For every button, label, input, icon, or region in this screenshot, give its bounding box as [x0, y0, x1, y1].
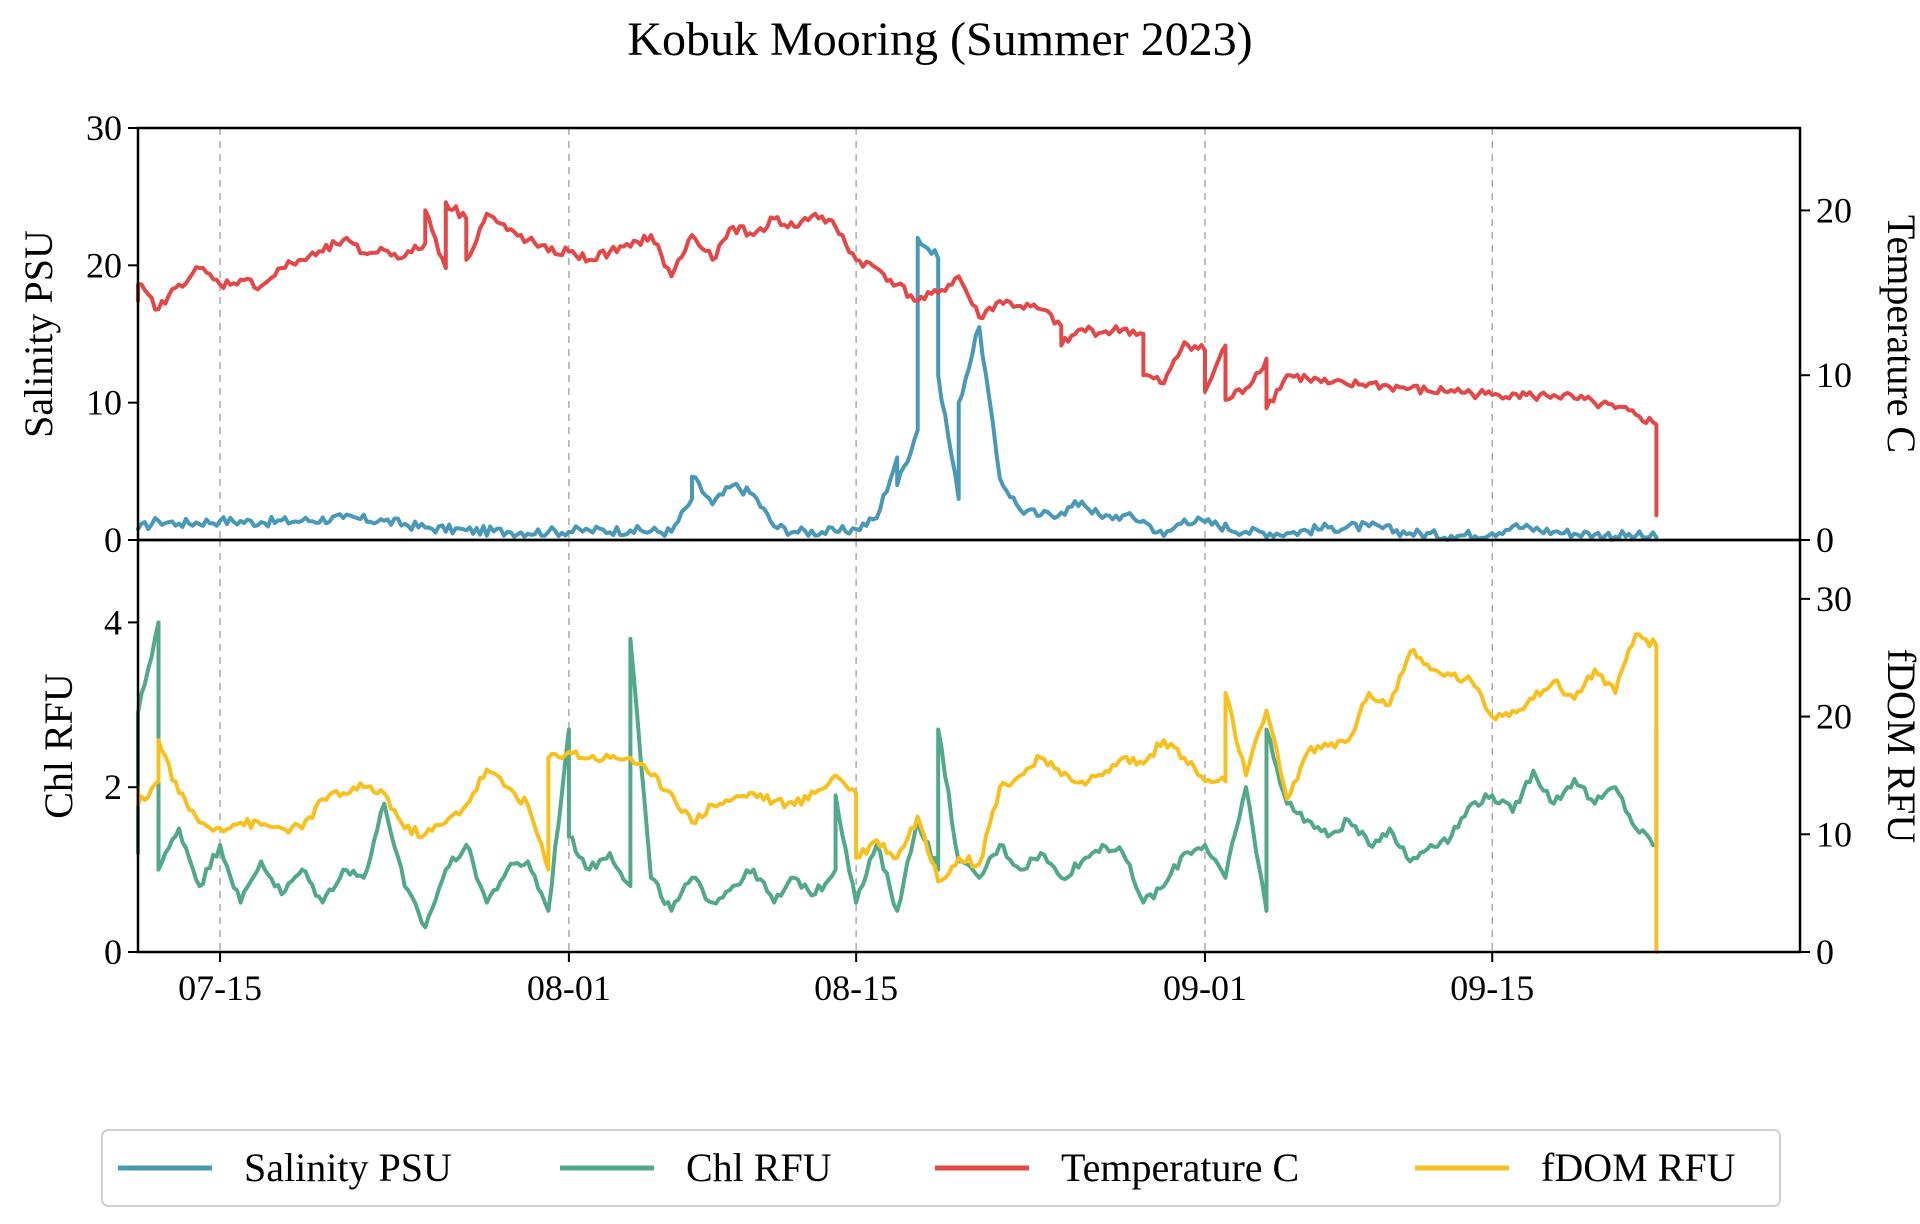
top-right-tick-label-0: 0: [1816, 520, 1834, 560]
chart-title: Kobuk Mooring (Summer 2023): [627, 13, 1252, 66]
top-left-tick-label-0: 0: [104, 520, 122, 560]
legend: Salinity PSU Chl RFU Temperature C fDOM RFU: [101, 1129, 1781, 1207]
top-right-tick-label-20: 20: [1816, 190, 1852, 230]
bottom-right-tick-label-30: 30: [1816, 579, 1852, 619]
legend-label-chl-rfu: Chl RFU: [686, 1145, 832, 1190]
x-tick-label-07-15: 07-15: [178, 968, 262, 1008]
top-left-tick-label-10: 10: [86, 383, 122, 423]
bottom-panel-frame: [136, 538, 1802, 954]
bottom-left-tick-label-0: 0: [104, 932, 122, 972]
grid-layer: [219, 128, 1494, 952]
series-line-fdom-rfu: [136, 632, 1659, 954]
x-tick-label-09-15: 09-15: [1450, 968, 1534, 1008]
series-line-temperature-c: [136, 200, 1659, 518]
top-left-tick-label-20: 20: [86, 245, 122, 285]
salinity-axis-label: Salinity PSU: [16, 230, 61, 438]
bottom-right-tick-label-0: 0: [1816, 932, 1834, 972]
x-tick-label-08-15: 08-15: [814, 968, 898, 1008]
bottom-left-tick-label-4: 4: [104, 602, 122, 642]
legend-label-salinity-psu: Salinity PSU: [244, 1145, 452, 1190]
temperature-axis-label: Temperature C: [1879, 215, 1920, 453]
chl-axis-label: Chl RFU: [36, 673, 81, 819]
series-layer: [136, 200, 1659, 954]
top-left-tick-label-30: 30: [86, 108, 122, 148]
fdom-axis-label: fDOM RFU: [1879, 649, 1920, 844]
legend-label-temperature-c: Temperature C: [1061, 1145, 1299, 1190]
legend-label-fdom-rfu: fDOM RFU: [1541, 1145, 1736, 1190]
top-right-tick-label-10: 10: [1816, 355, 1852, 395]
bottom-right-tick-label-10: 10: [1816, 814, 1852, 854]
series-line-chl-rfu: [136, 620, 1659, 930]
x-tick-label-08-01: 08-01: [527, 968, 611, 1008]
top-panel-frame: [136, 126, 1802, 542]
bottom-right-tick-label-20: 20: [1816, 697, 1852, 737]
x-tick-label-09-01: 09-01: [1163, 968, 1247, 1008]
axis-layer: 07-15 08-01 08-15 09-01 09-15 0 10 20 30 0 10 20 0 2 4…: [86, 108, 1852, 1008]
series-line-salinity-psu: [136, 235, 1659, 542]
bottom-left-tick-label-2: 2: [104, 767, 122, 807]
